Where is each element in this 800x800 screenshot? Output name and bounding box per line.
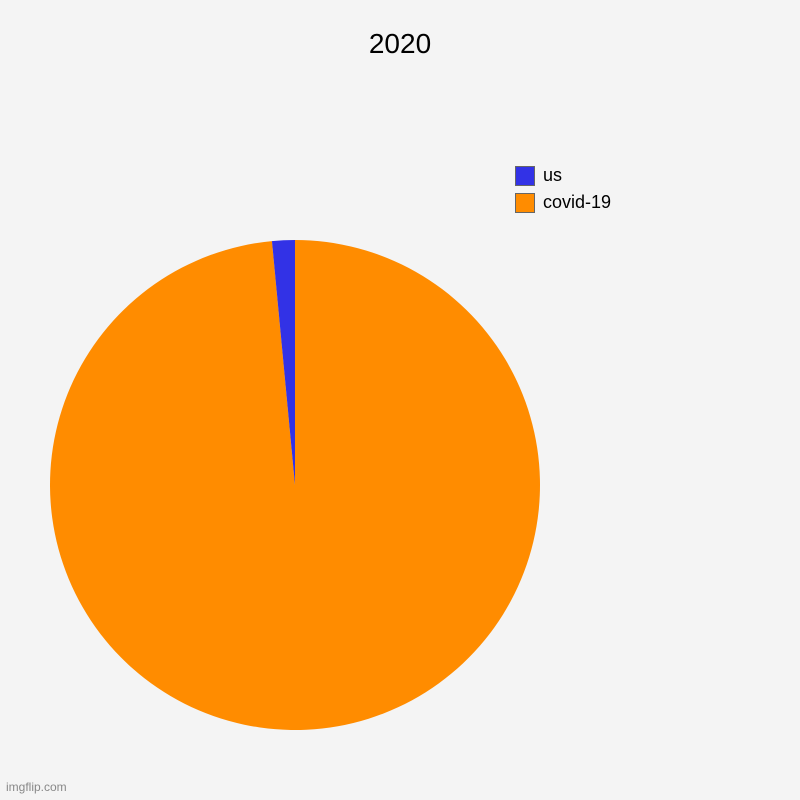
watermark: imgflip.com bbox=[6, 780, 67, 794]
legend-item-covid19: covid-19 bbox=[515, 192, 611, 213]
chart-container: 2020 us covid-19 imgflip.com bbox=[0, 0, 800, 800]
legend-swatch-covid19 bbox=[515, 193, 535, 213]
pie-svg bbox=[50, 240, 540, 730]
legend-label-covid19: covid-19 bbox=[543, 192, 611, 213]
legend-item-us: us bbox=[515, 165, 611, 186]
legend: us covid-19 bbox=[515, 165, 611, 219]
legend-label-us: us bbox=[543, 165, 562, 186]
chart-title: 2020 bbox=[369, 28, 431, 60]
legend-swatch-us bbox=[515, 166, 535, 186]
pie-chart bbox=[50, 240, 540, 735]
